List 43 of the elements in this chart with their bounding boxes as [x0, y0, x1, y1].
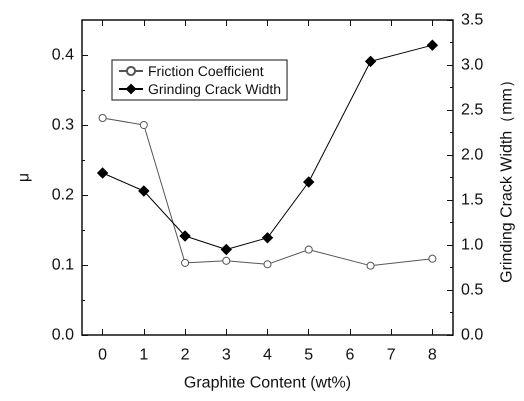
- x-tick-label: 7: [386, 346, 396, 364]
- y-axis-title: μ: [16, 172, 32, 182]
- point: [428, 254, 436, 263]
- point: [426, 40, 438, 51]
- y-tick-label: 0.3: [52, 116, 74, 134]
- y2-tick-label: 3.5: [461, 12, 484, 28]
- x-tick-label: 0: [98, 346, 108, 364]
- y2-tick-label: 1.5: [461, 192, 484, 208]
- point: [222, 256, 230, 265]
- point: [262, 232, 273, 244]
- x-tick-label: 6: [345, 346, 354, 364]
- y-tick-label: 0.1: [52, 256, 74, 274]
- y2-tick-label: 1.0: [461, 236, 484, 254]
- y2-tick-label: 0.5: [461, 282, 484, 298]
- x-tick-label: 8: [428, 346, 437, 364]
- point: [138, 186, 150, 196]
- y-tick-label: 0.0: [52, 326, 74, 344]
- x-tick-label: 2: [180, 346, 190, 364]
- y-tick-label: 0.4: [52, 46, 74, 64]
- x-tick-label: 4: [263, 346, 272, 364]
- point: [140, 121, 148, 129]
- x-tick-label: 1: [139, 346, 148, 364]
- point: [98, 114, 107, 122]
- y2-tick-label: 3.0: [461, 56, 484, 74]
- point: [365, 56, 376, 67]
- point: [97, 168, 108, 178]
- y2-tick-label: 2.5: [461, 102, 484, 118]
- point: [264, 260, 272, 268]
- y2-tick-label: 2.0: [461, 146, 484, 164]
- x-tick-label: 3: [222, 346, 231, 364]
- point: [181, 258, 190, 267]
- x-axis-title: Graphite Content (wt%): [184, 374, 352, 392]
- y2-axis-title: Grinding Crack Width（mm）: [498, 72, 516, 283]
- legend-label: Grinding Crack Width: [148, 81, 282, 97]
- point: [366, 262, 375, 270]
- legend-label: Friction Coefficient: [148, 63, 264, 79]
- y-tick-label: 0.2: [52, 186, 74, 204]
- point: [180, 230, 191, 242]
- point: [304, 246, 313, 254]
- point: [303, 176, 314, 188]
- y2-tick-label: 0.0: [461, 326, 484, 344]
- x-tick-label: 5: [304, 346, 314, 364]
- point: [220, 244, 232, 255]
